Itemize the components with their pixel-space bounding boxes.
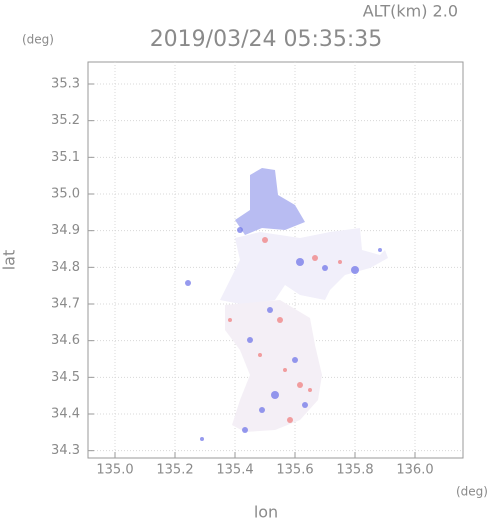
y-tick-label: 34.6	[51, 333, 80, 348]
x-axis-label: lon	[254, 503, 278, 521]
y-tick-label: 35.0	[51, 187, 80, 202]
y-tick-label: 34.4	[51, 407, 80, 422]
x-tick-label: 135.8	[336, 463, 373, 478]
radar-field	[185, 168, 388, 441]
y-tick-label: 34.5	[51, 370, 80, 385]
y-tick-label: 35.3	[51, 77, 80, 92]
x-tick-label: 136.0	[396, 463, 433, 478]
x-tick-label: 135.0	[96, 463, 133, 478]
echo-area	[235, 168, 305, 235]
y-axis-label: lat	[0, 250, 19, 271]
x-tick-label: 135.2	[156, 463, 193, 478]
echo-area	[225, 300, 322, 432]
y-tick-label: 35.1	[51, 150, 80, 165]
x-unit: (deg)	[456, 485, 488, 499]
y-tick-label: 34.3	[51, 443, 80, 458]
y-unit: (deg)	[22, 33, 54, 47]
chart-title: 2019/03/24 05:35:35	[150, 27, 383, 52]
x-tick-label: 135.6	[276, 463, 313, 478]
x-tick-label: 135.4	[216, 463, 253, 478]
y-tick-label: 35.2	[51, 113, 80, 128]
y-tick-label: 34.7	[51, 297, 80, 312]
echo-area	[220, 228, 388, 305]
annotation: ALT(km) 2.0	[363, 2, 458, 21]
plot-frame	[87, 61, 464, 459]
y-tick-label: 34.8	[51, 260, 80, 275]
y-tick-label: 34.9	[51, 223, 80, 238]
